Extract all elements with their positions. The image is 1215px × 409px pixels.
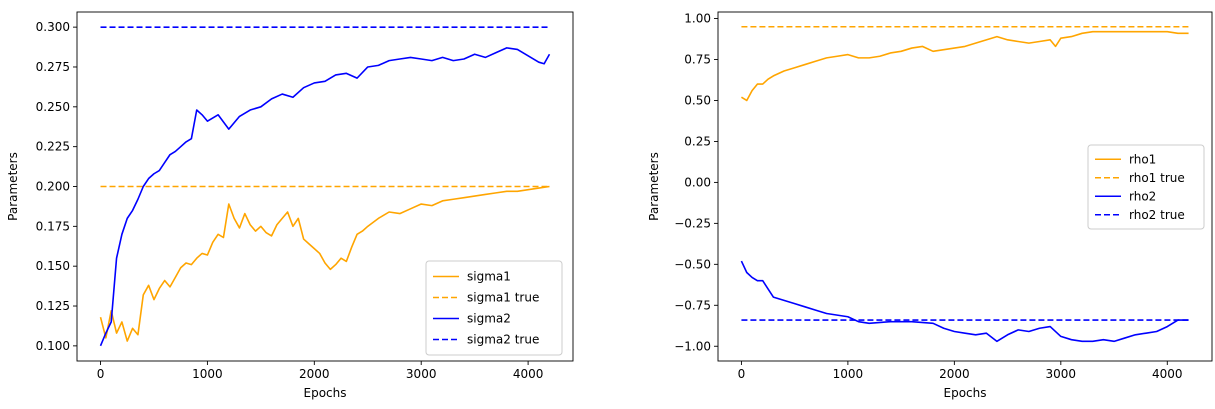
series-line-sigma1 [99, 185, 550, 342]
subplot-1: 0 1000 2000 3000 4000 0.100 0.125 0.150 0.175 0.2… [6, 11, 574, 400]
y-tick-label: 0.275 [36, 60, 70, 74]
y-tick-label: 0.00 [684, 175, 711, 189]
legend-entry: rho2 true [1129, 208, 1185, 222]
y-tick-label: 1.00 [684, 12, 711, 26]
legend: rho1 rho1 true rho2 rho2 true [1087, 144, 1205, 230]
y-tick-label: 0.25 [684, 134, 711, 148]
subplot-2: 0 1000 2000 3000 4000 −1.00 −0.75 −0.50 −0.25 0.0… [647, 11, 1213, 400]
x-tick-label: 4000 [1152, 367, 1183, 381]
y-tick-label: 0.150 [36, 259, 70, 273]
x-tick-label: 4000 [513, 367, 544, 381]
x-tick-label: 3000 [1046, 367, 1077, 381]
series-line-rho1 [741, 30, 1189, 102]
y-tick-label: 0.250 [36, 100, 70, 114]
series-line-sigma2 [99, 47, 551, 347]
y-axis-label: Parameters [6, 152, 20, 221]
y-tick-label: 0.50 [684, 93, 711, 107]
legend-entry: rho1 [1129, 152, 1156, 166]
x-tick-label: 3000 [406, 367, 437, 381]
x-axis-label: Epochs [304, 386, 347, 400]
y-tick-label: 0.300 [36, 20, 70, 34]
axes-frame [717, 11, 1213, 362]
x-tick-label: 1000 [833, 367, 864, 381]
legend-entry: rho1 true [1129, 171, 1185, 185]
y-tick-label: −1.00 [674, 339, 711, 353]
legend-box [1087, 144, 1205, 230]
x-tick-label: 2000 [939, 367, 970, 381]
legend-entry: sigma1 [467, 270, 511, 284]
legend-entry: sigma1 true [467, 291, 539, 305]
plot-area-2 [740, 25, 1189, 343]
plot-area-1 [99, 26, 551, 347]
legend-entry: rho2 [1129, 189, 1156, 203]
legend-entry: sigma2 true [467, 333, 539, 347]
y-tick-label: 0.175 [36, 219, 70, 233]
x-axis-label: Epochs [944, 386, 987, 400]
y-axis-label: Parameters [647, 152, 661, 221]
legend: sigma1 sigma1 true sigma2 sigma2 true [425, 260, 563, 356]
series-line-rho2 [740, 260, 1189, 343]
y-tick-label: 0.200 [36, 180, 70, 194]
y-tick-label: −0.25 [674, 216, 711, 230]
x-tick-label: 2000 [299, 367, 330, 381]
y-tick-label: −0.75 [674, 298, 711, 312]
legend-entry: sigma2 [467, 312, 511, 326]
x-tick-label: 0 [738, 367, 746, 381]
x-tick-label: 0 [97, 367, 105, 381]
legend-box [425, 260, 563, 356]
y-tick-label: 0.225 [36, 140, 70, 154]
y-tick-label: 0.100 [36, 339, 70, 353]
y-tick-label: −0.50 [674, 257, 711, 271]
x-tick-label: 1000 [192, 367, 223, 381]
y-tick-label: 0.75 [684, 53, 711, 67]
y-tick-label: 0.125 [36, 299, 70, 313]
